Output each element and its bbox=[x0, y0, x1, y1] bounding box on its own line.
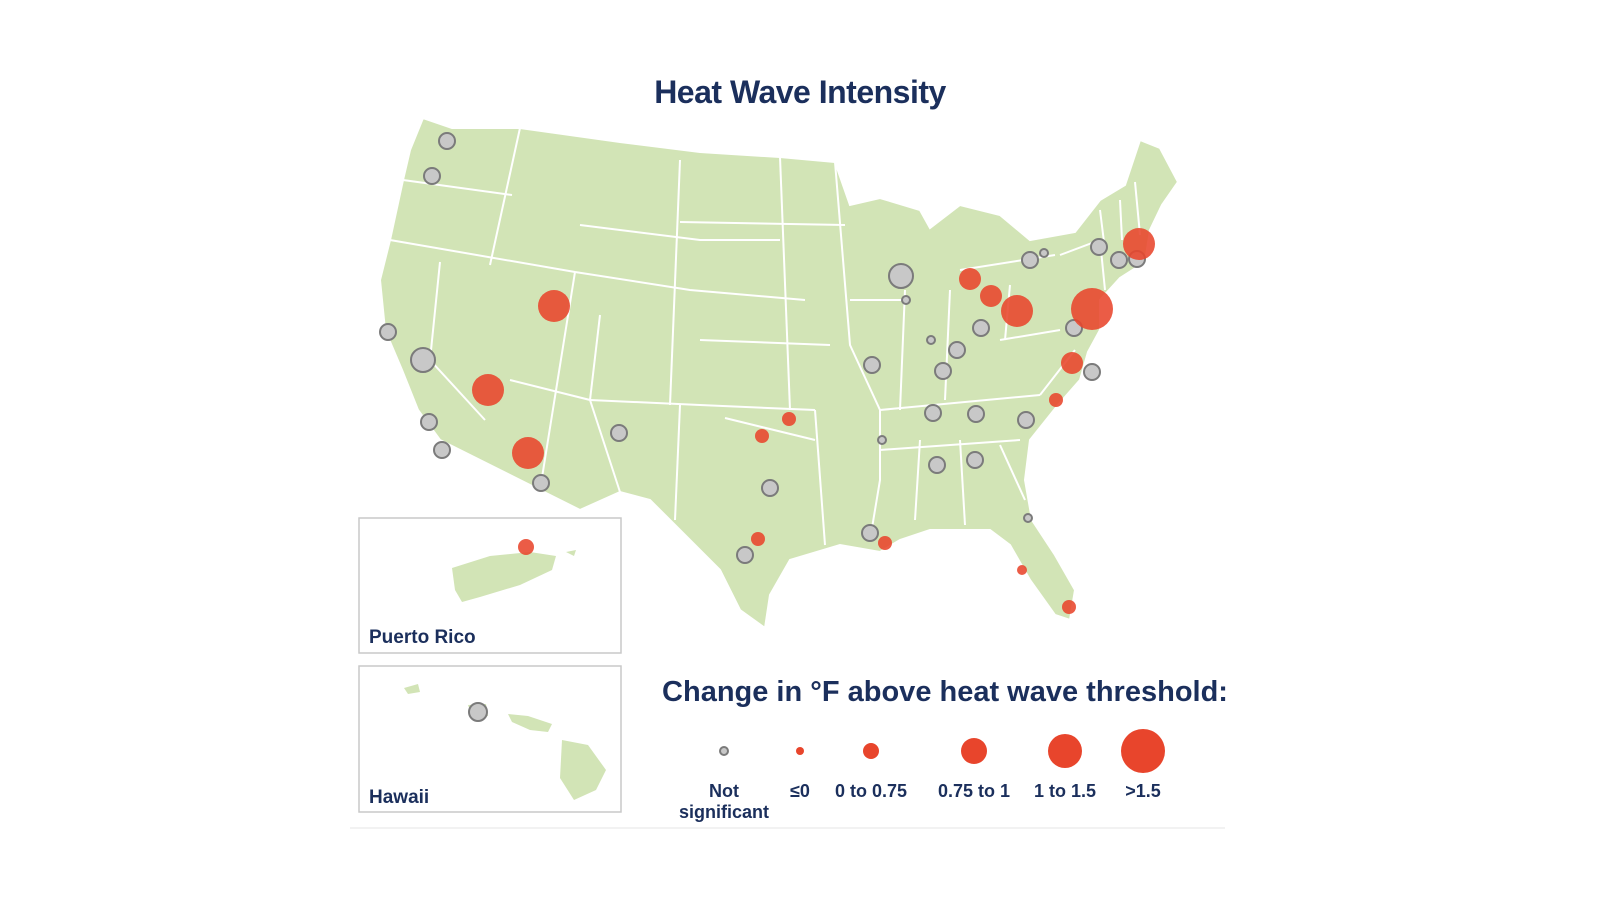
marker-not-significant bbox=[423, 167, 441, 185]
marker-increase bbox=[1049, 393, 1063, 407]
marker-not-significant bbox=[888, 263, 914, 289]
legend-swatch-075-1 bbox=[961, 738, 987, 764]
marker-not-significant bbox=[736, 546, 754, 564]
marker-increase bbox=[512, 437, 544, 469]
marker-not-significant bbox=[966, 451, 984, 469]
marker-increase bbox=[980, 285, 1002, 307]
marker-increase bbox=[1123, 228, 1155, 260]
contiguous-us-land bbox=[378, 116, 1180, 630]
marker-not-significant bbox=[379, 323, 397, 341]
marker-increase bbox=[518, 539, 534, 555]
hawaii-big-island bbox=[560, 740, 606, 800]
legend-label-0-075: 0 to 0.75 bbox=[835, 781, 907, 801]
legend-swatch-le0 bbox=[796, 747, 804, 755]
hawaii-kauai bbox=[404, 684, 420, 694]
legend-label-1-15: 1 to 1.5 bbox=[1034, 781, 1096, 801]
marker-increase bbox=[782, 412, 796, 426]
marker-not-significant bbox=[934, 362, 952, 380]
marker-increase bbox=[1062, 600, 1076, 614]
marker-increase bbox=[1017, 565, 1027, 575]
marker-not-significant bbox=[1023, 513, 1033, 523]
marker-not-significant bbox=[1021, 251, 1039, 269]
marker-not-significant bbox=[972, 319, 990, 337]
marker-not-significant bbox=[948, 341, 966, 359]
marker-not-significant bbox=[924, 404, 942, 422]
hawaii-label: Hawaii bbox=[369, 787, 429, 808]
marker-increase bbox=[959, 268, 981, 290]
marker-increase bbox=[878, 536, 892, 550]
legend-label-gt15: >1.5 bbox=[1125, 781, 1161, 801]
hawaii-maui bbox=[508, 714, 552, 732]
marker-increase bbox=[755, 429, 769, 443]
map-title: Heat Wave Intensity bbox=[654, 74, 946, 110]
marker-not-significant bbox=[926, 335, 936, 345]
legend-label-not-significant-1: Not bbox=[709, 781, 739, 801]
legend-swatches bbox=[719, 729, 1165, 773]
marker-not-significant bbox=[532, 474, 550, 492]
legend-swatch-0-075 bbox=[863, 743, 879, 759]
legend-swatch-not-significant bbox=[719, 746, 729, 756]
city-markers bbox=[379, 132, 1155, 722]
marker-not-significant bbox=[761, 479, 779, 497]
legend-labels: Not significant ≤0 0 to 0.75 0.75 to 1 1… bbox=[679, 781, 1161, 822]
legend-swatch-1-15 bbox=[1048, 734, 1082, 768]
marker-not-significant bbox=[1110, 251, 1128, 269]
marker-not-significant bbox=[610, 424, 628, 442]
marker-not-significant bbox=[1039, 248, 1049, 258]
legend-label-not-significant-2: significant bbox=[679, 802, 769, 822]
marker-not-significant bbox=[967, 405, 985, 423]
marker-increase bbox=[1061, 352, 1083, 374]
legend-label-le0: ≤0 bbox=[790, 781, 810, 801]
marker-not-significant bbox=[1017, 411, 1035, 429]
marker-increase bbox=[1071, 288, 1113, 330]
marker-not-significant bbox=[863, 356, 881, 374]
marker-not-significant bbox=[433, 441, 451, 459]
marker-increase bbox=[1001, 295, 1033, 327]
marker-not-significant bbox=[468, 702, 488, 722]
marker-not-significant bbox=[420, 413, 438, 431]
marker-not-significant bbox=[901, 295, 911, 305]
marker-increase bbox=[751, 532, 765, 546]
legend-title: Change in °F above heat wave threshold: bbox=[662, 676, 1228, 708]
puerto-rico-islet bbox=[566, 550, 576, 556]
marker-not-significant bbox=[410, 347, 436, 373]
marker-not-significant bbox=[928, 456, 946, 474]
marker-not-significant bbox=[877, 435, 887, 445]
legend-swatch-gt15 bbox=[1121, 729, 1165, 773]
marker-not-significant bbox=[861, 524, 879, 542]
marker-increase bbox=[538, 290, 570, 322]
marker-not-significant bbox=[1090, 238, 1108, 256]
puerto-rico-land bbox=[452, 552, 556, 602]
marker-not-significant bbox=[438, 132, 456, 150]
marker-increase bbox=[472, 374, 504, 406]
marker-not-significant bbox=[1083, 363, 1101, 381]
legend-label-075-1: 0.75 to 1 bbox=[938, 781, 1010, 801]
puerto-rico-label: Puerto Rico bbox=[369, 627, 476, 648]
